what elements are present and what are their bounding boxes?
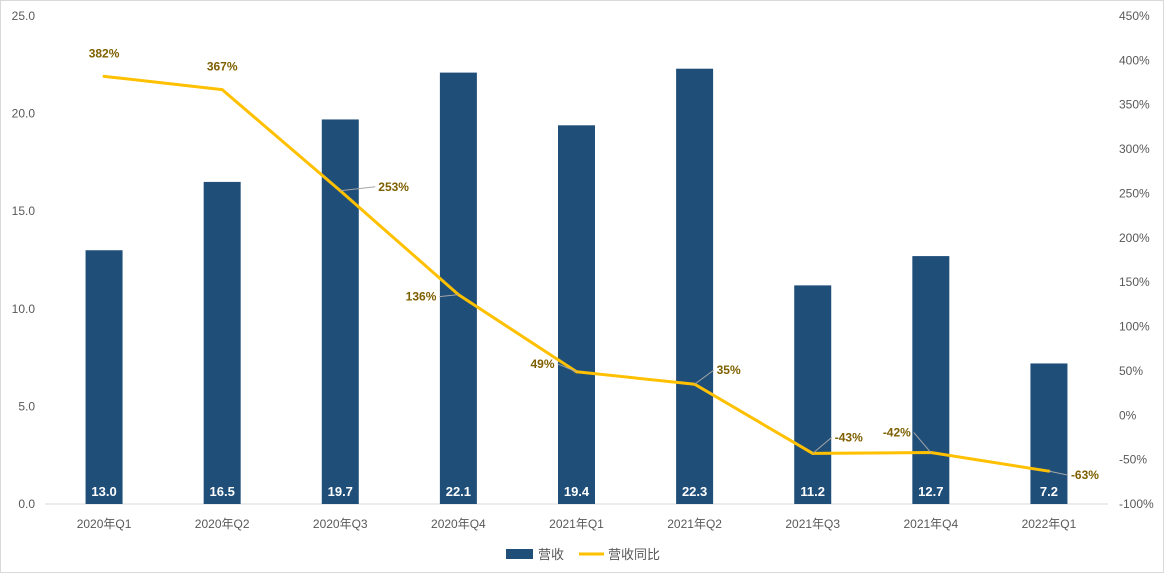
line-value-label: -43% xyxy=(835,430,863,444)
label-leader-line xyxy=(812,437,833,454)
line-point xyxy=(102,74,106,78)
y-left-tick-label: 15.0 xyxy=(12,204,36,218)
label-leader-line xyxy=(694,369,714,385)
label-leader-line xyxy=(1048,470,1069,476)
y-right-tick-label: 100% xyxy=(1119,320,1150,334)
line-value-label: 253% xyxy=(378,180,409,194)
bar-value-label: 12.7 xyxy=(918,484,943,499)
label-leader-line xyxy=(557,363,577,373)
line-value-label: 382% xyxy=(89,46,120,60)
line-value-label: -42% xyxy=(883,426,911,440)
y-right-tick-label: 200% xyxy=(1119,231,1150,245)
y-left-tick-label: 25.0 xyxy=(12,9,36,23)
x-tick-label: 2021年Q2 xyxy=(667,517,722,531)
x-tick-label: 2020年Q2 xyxy=(195,517,250,531)
y-right-tick-label: -100% xyxy=(1119,497,1154,511)
y-right-tick-label: 150% xyxy=(1119,275,1150,289)
y-right-tick-label: 0% xyxy=(1119,408,1137,422)
line-value-label: 367% xyxy=(207,60,238,74)
y-right-tick-label: 400% xyxy=(1119,53,1150,67)
label-leader-line xyxy=(913,432,932,453)
bar-value-label: 22.3 xyxy=(682,484,707,499)
label-leader-line xyxy=(340,186,376,192)
y-right-tick-label: 50% xyxy=(1119,364,1143,378)
x-tick-label: 2021年Q3 xyxy=(785,517,840,531)
x-tick-label: 2021年Q4 xyxy=(903,517,958,531)
bar-value-label: 13.0 xyxy=(91,484,116,499)
label-leader-line xyxy=(439,294,459,298)
bar-value-label: 16.5 xyxy=(210,484,235,499)
bar-value-label: 19.4 xyxy=(564,484,590,499)
x-tick-label: 2020年Q3 xyxy=(313,517,368,531)
bar-value-label: 22.1 xyxy=(446,484,471,499)
bar xyxy=(912,256,950,504)
y-left-tick-label: 20.0 xyxy=(12,107,36,121)
line-point xyxy=(220,88,224,92)
y-right-tick-label: 250% xyxy=(1119,186,1150,200)
legend-label-yoy: 营收同比 xyxy=(608,547,660,562)
bar xyxy=(203,181,241,505)
y-right-tick-label: 450% xyxy=(1119,9,1150,23)
bar xyxy=(676,68,714,504)
x-tick-label: 2022年Q1 xyxy=(1022,517,1077,531)
bar xyxy=(321,119,359,505)
bar xyxy=(1030,363,1068,504)
y-left-tick-label: 0.0 xyxy=(18,497,35,511)
x-tick-label: 2020年Q1 xyxy=(77,517,132,531)
bar-value-label: 11.2 xyxy=(800,484,825,499)
x-tick-label: 2021年Q1 xyxy=(549,517,604,531)
y-right-tick-label: 300% xyxy=(1119,142,1150,156)
bar-value-label: 7.2 xyxy=(1040,484,1058,499)
y-right-tick-label: 350% xyxy=(1119,98,1150,112)
bar xyxy=(794,285,832,504)
line-value-label: 35% xyxy=(717,363,741,377)
bar-value-label: 19.7 xyxy=(328,484,353,499)
y-left-tick-label: 5.0 xyxy=(18,399,35,413)
bar xyxy=(85,250,123,504)
legend-label-revenue: 营收 xyxy=(538,547,564,562)
line-value-label: -63% xyxy=(1071,468,1099,482)
bar xyxy=(558,125,595,504)
x-tick-label: 2020年Q4 xyxy=(431,517,486,531)
y-right-tick-label: -50% xyxy=(1119,453,1147,467)
y-left-tick-label: 10.0 xyxy=(12,302,36,316)
line-value-label: 136% xyxy=(406,290,437,304)
legend-swatch-bar xyxy=(506,549,533,559)
line-value-label: 49% xyxy=(530,357,554,371)
bar xyxy=(439,72,477,504)
